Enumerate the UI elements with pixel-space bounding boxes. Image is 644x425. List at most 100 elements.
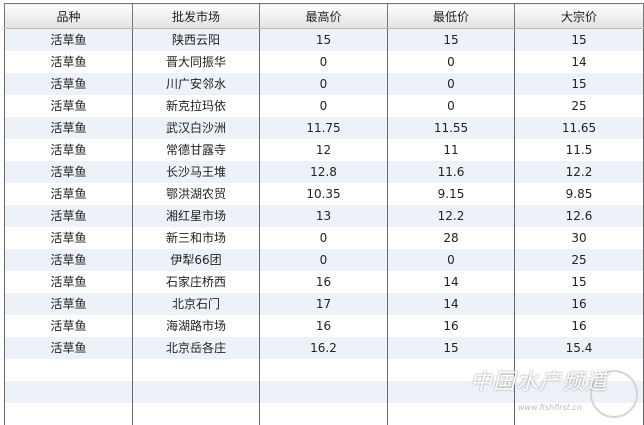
table-cell: 11.5 [514,139,644,161]
table-cell: 0 [387,95,515,117]
table-row: 活草鱼 新三和市场 0 28 30 [4,227,644,249]
table-row: 活草鱼 长沙马王堆 12.8 11.6 12.2 [4,161,644,183]
empty-cell [132,403,260,425]
table-cell: 活草鱼 [4,139,133,161]
table-cell: 石家庄桥西 [132,271,260,293]
table-cell: 0 [259,227,388,249]
table-cell: 0 [259,95,388,117]
table-cell: 16.2 [259,337,388,359]
table-cell: 鄂洪湖农贸 [132,183,260,205]
empty-cell [4,403,133,425]
table-cell: 14 [387,271,515,293]
table-row: 活草鱼 晋大同振华 0 0 14 [4,51,644,73]
table-cell: 17 [259,293,388,315]
table-cell: 11.75 [259,117,388,139]
table-cell: 活草鱼 [4,227,133,249]
column-header: 品种 [4,3,133,29]
table-cell: 0 [387,51,515,73]
empty-cell [259,359,388,381]
table-cell: 12.8 [259,161,388,183]
watermark-title: 中国水产频道 [470,370,609,395]
table-cell: 15 [514,271,644,293]
empty-cell [259,381,388,403]
table-cell: 16 [259,271,388,293]
table-cell: 11.65 [514,117,644,139]
table-cell: 晋大同振华 [132,51,260,73]
table-cell: 15 [514,73,644,95]
empty-row [4,359,644,381]
table-cell: 活草鱼 [4,28,133,51]
empty-cell [387,403,515,425]
table-row: 活草鱼 北京岳各庄 16.2 15 15.4 [4,337,644,359]
column-header: 批发市场 [132,3,260,29]
table-cell: 0 [259,51,388,73]
table-cell: 活草鱼 [4,73,133,95]
table-cell: 新克拉玛依 [132,95,260,117]
table-row: 活草鱼 川广安邻水 0 0 15 [4,73,644,95]
table-cell: 北京岳各庄 [132,337,260,359]
table-header: 品种 批发市场 最高价 最低价 大宗价 [4,3,644,29]
table-row: 活草鱼 新克拉玛依 0 0 25 [4,95,644,117]
table-cell: 16 [514,293,644,315]
table-cell: 15 [514,28,644,51]
table-cell: 新三和市场 [132,227,260,249]
table-cell: 活草鱼 [4,205,133,227]
table-row: 活草鱼 海湖路市场 16 16 16 [4,315,644,337]
empty-cell [387,381,515,403]
table-cell: 陕西云阳 [132,28,260,51]
watermark-url: www.fishfirst.cn [518,403,582,412]
table-row: 活草鱼 鄂洪湖农贸 10.35 9.15 9.85 [4,183,644,205]
table-cell: 活草鱼 [4,161,133,183]
table-cell: 0 [387,73,515,95]
table-cell: 12.2 [514,161,644,183]
empty-cell [4,381,133,403]
table-row: 活草鱼 常德甘露寺 12 11 11.5 [4,139,644,161]
table-cell: 12.2 [387,205,515,227]
table-cell: 0 [259,73,388,95]
table-cell: 活草鱼 [4,51,133,73]
empty-row [4,381,644,403]
table-cell: 活草鱼 [4,293,133,315]
table-cell: 活草鱼 [4,337,133,359]
table-cell: 湘红星市场 [132,205,260,227]
table-row: 活草鱼 石家庄桥西 16 14 15 [4,271,644,293]
table-cell: 16 [387,315,515,337]
table-cell: 长沙马王堆 [132,161,260,183]
table-cell: 活草鱼 [4,117,133,139]
table-cell: 0 [259,249,388,271]
table-row: 活草鱼 北京石门 17 14 16 [4,293,644,315]
table-cell: 11.6 [387,161,515,183]
table-cell: 川广安邻水 [132,73,260,95]
table-cell: 15.4 [514,337,644,359]
table-cell: 活草鱼 [4,249,133,271]
empty-row [4,403,644,425]
table-cell: 15 [387,337,515,359]
table-cell: 28 [387,227,515,249]
table-cell: 武汉白沙洲 [132,117,260,139]
table-cell: 10.35 [259,183,388,205]
column-header: 最高价 [259,3,388,29]
table-cell: 12.6 [514,205,644,227]
table-cell: 25 [514,95,644,117]
empty-cell [4,359,133,381]
table-cell: 14 [387,293,515,315]
table-cell: 11 [387,139,515,161]
table-cell: 15 [387,28,515,51]
table-cell: 9.85 [514,183,644,205]
table-cell: 11.55 [387,117,515,139]
table-cell: 北京石门 [132,293,260,315]
table-cell: 海湖路市场 [132,315,260,337]
column-header: 最低价 [387,3,515,29]
empty-cell [132,381,260,403]
table-row: 活草鱼 陕西云阳 15 15 15 [4,28,644,51]
table-cell: 15 [259,28,388,51]
price-table: 品种 批发市场 最高价 最低价 大宗价 活草鱼 陕西云阳 15 15 15 活草鱼 晋大同振华 0 0 1… [4,3,644,425]
table-cell: 活草鱼 [4,315,133,337]
table-cell: 14 [514,51,644,73]
column-header: 大宗价 [514,3,644,29]
globe-logo-icon [590,370,638,418]
empty-cell [259,403,388,425]
table-cell: 活草鱼 [4,95,133,117]
table-cell: 0 [387,249,515,271]
table-cell: 16 [514,315,644,337]
